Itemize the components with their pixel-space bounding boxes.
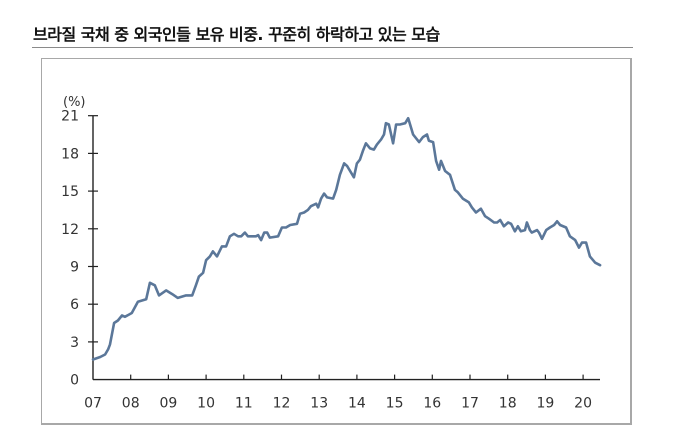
x-tick-label: 08: [122, 396, 140, 412]
x-axis: 07 08 09 10 11 12 13 14 15 16 17 18 19 20: [84, 374, 600, 412]
x-tick-label: 14: [348, 396, 366, 412]
y-tick-label: 12: [61, 222, 79, 238]
chart-frame: [41, 58, 632, 425]
y-tick-label: 3: [70, 335, 79, 351]
x-tick-label: 18: [499, 396, 517, 412]
y-tick-label: 6: [70, 297, 79, 313]
y-axis: 0 3 6 9 12 15 18 21: [61, 109, 98, 389]
x-tick-label: 07: [84, 396, 102, 412]
x-tick-label: 16: [423, 396, 441, 412]
y-axis-unit-label: (%): [63, 95, 86, 110]
y-tick-label: 9: [70, 259, 79, 275]
x-tick-label: 13: [310, 396, 328, 412]
x-tick-label: 19: [536, 396, 554, 412]
series-line: [91, 116, 602, 361]
y-tick-label: 18: [61, 146, 79, 162]
x-tick-label: 20: [574, 396, 592, 412]
y-tick-label: 21: [61, 109, 79, 125]
chart-title: 브라질 국채 중 외국인들 보유 비중. 꾸준히 하락하고 있는 모습: [33, 25, 440, 44]
y-tick-label: 0: [70, 373, 79, 389]
x-tick-label: 15: [386, 396, 404, 412]
x-tick-label: 11: [235, 396, 253, 412]
y-tick-label: 15: [61, 184, 79, 200]
x-tick-label: 17: [461, 396, 479, 412]
x-tick-label: 10: [197, 396, 215, 412]
x-tick-label: 09: [159, 396, 177, 412]
title-divider: [32, 47, 633, 48]
x-tick-label: 12: [273, 396, 291, 412]
